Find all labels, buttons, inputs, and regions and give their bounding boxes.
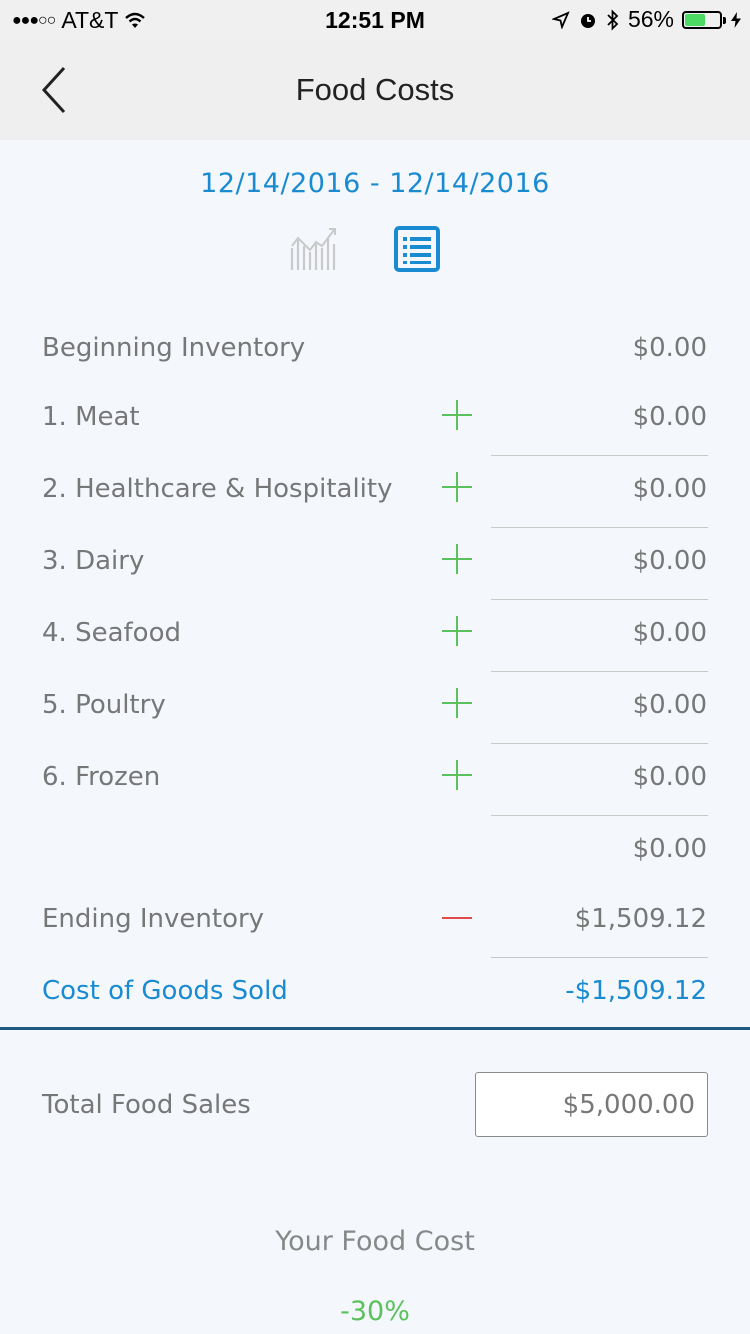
purchases-subtotal-row: $0.00: [0, 816, 750, 888]
battery-icon: [682, 10, 726, 29]
subtotal-value: $0.00: [632, 834, 707, 864]
food-cost-label: Your Food Cost: [275, 1226, 475, 1257]
row-label: Ending Inventory: [42, 904, 265, 934]
signal-strength-icon: ●●●○○: [12, 11, 56, 29]
page-title: Food Costs: [295, 72, 455, 107]
row-value: $0.00: [632, 690, 707, 720]
status-left: ●●●○○ AT&T: [12, 7, 146, 34]
cogs-label: Cost of Goods Sold: [42, 976, 288, 1006]
list-view-button[interactable]: [394, 226, 440, 272]
wifi-icon: [125, 12, 146, 28]
status-time: 12:51 PM: [325, 7, 425, 33]
status-bar: ●●●○○ AT&T 12:51 PM 56%: [0, 0, 750, 40]
category-row-poultry[interactable]: 5. Poultry $0.00: [0, 672, 750, 744]
charging-bolt-icon: [731, 11, 741, 28]
plus-icon[interactable]: [442, 544, 472, 574]
row-label: 1. Meat: [42, 402, 140, 432]
row-label: 5. Poultry: [42, 690, 166, 720]
navigation-bar: Food Costs: [0, 40, 750, 140]
battery-level: [685, 13, 706, 26]
category-row-frozen[interactable]: 6. Frozen $0.00: [0, 744, 750, 816]
row-divider: [491, 743, 708, 744]
total-food-sales-label: Total Food Sales: [42, 1090, 251, 1120]
plus-icon[interactable]: [442, 616, 472, 646]
view-toggle: [0, 226, 750, 276]
category-row-meat[interactable]: 1. Meat $0.00: [0, 384, 750, 456]
row-label: Beginning Inventory: [42, 333, 306, 363]
chevron-left-icon: [41, 66, 66, 114]
row-divider: [491, 671, 708, 672]
row-value: $1,509.12: [574, 904, 707, 934]
section-divider: [0, 1027, 750, 1030]
ending-inventory-row[interactable]: Ending Inventory $1,509.12: [0, 886, 750, 958]
row-divider: [491, 455, 708, 456]
row-value: $0.00: [632, 333, 707, 363]
row-value: $0.00: [632, 546, 707, 576]
beginning-inventory-row: Beginning Inventory $0.00: [0, 315, 750, 387]
row-divider: [491, 957, 708, 958]
chart-view-button[interactable]: [289, 226, 337, 272]
row-label: 6. Frozen: [42, 762, 161, 792]
plus-icon[interactable]: [442, 472, 472, 502]
total-food-sales-input[interactable]: [475, 1072, 708, 1137]
category-row-healthcare[interactable]: 2. Healthcare & Hospitality $0.00: [0, 456, 750, 528]
row-divider: [491, 815, 708, 816]
list-icon: [394, 226, 440, 272]
cost-of-goods-sold-row: Cost of Goods Sold -$1,509.12: [0, 958, 750, 1030]
bar-chart-icon: [290, 228, 336, 270]
row-value: $0.00: [632, 474, 707, 504]
location-arrow-icon: [551, 10, 570, 29]
row-divider: [491, 599, 708, 600]
plus-icon[interactable]: [442, 760, 472, 790]
food-cost-value: -30%: [340, 1296, 410, 1327]
row-label: 4. Seafood: [42, 618, 181, 648]
bluetooth-icon: [607, 8, 619, 31]
row-value: $0.00: [632, 402, 707, 432]
row-value: $0.00: [632, 618, 707, 648]
minus-icon[interactable]: [442, 902, 472, 932]
status-right: 56%: [551, 6, 742, 33]
plus-icon[interactable]: [442, 688, 472, 718]
category-row-seafood[interactable]: 4. Seafood $0.00: [0, 600, 750, 672]
row-label: 3. Dairy: [42, 546, 145, 576]
plus-icon[interactable]: [442, 400, 472, 430]
row-divider: [491, 527, 708, 528]
battery-percent: 56%: [627, 6, 674, 32]
date-range-selector[interactable]: 12/14/2016 - 12/14/2016: [200, 168, 550, 199]
alarm-icon: [580, 13, 595, 28]
back-button[interactable]: [36, 64, 76, 116]
row-value: $0.00: [632, 762, 707, 792]
row-label: 2. Healthcare & Hospitality: [42, 474, 393, 504]
cogs-value: -$1,509.12: [565, 976, 707, 1006]
carrier-name: AT&T: [61, 7, 119, 33]
category-row-dairy[interactable]: 3. Dairy $0.00: [0, 528, 750, 600]
